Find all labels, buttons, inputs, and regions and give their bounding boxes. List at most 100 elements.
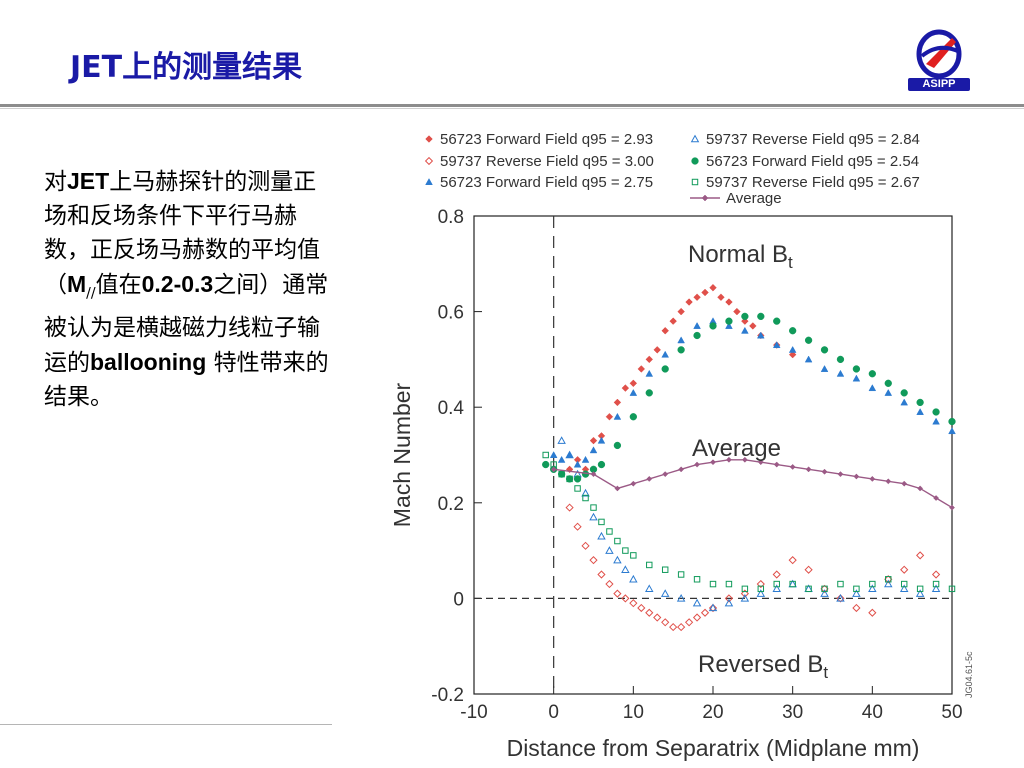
data-point	[605, 579, 614, 589]
data-point	[669, 622, 678, 632]
data-point	[852, 589, 861, 597]
legend-label: 56723 Forward Field q95 = 2.54	[706, 153, 919, 170]
data-point	[772, 570, 781, 579]
data-point	[788, 350, 797, 359]
data-point	[557, 436, 566, 444]
data-point	[948, 417, 956, 426]
header-divider-thin	[0, 108, 1024, 109]
data-point	[653, 346, 661, 354]
data-marks	[542, 283, 956, 632]
data-point	[645, 355, 654, 364]
chart-legend: 56723 Forward Field q95 = 2.93 59737 Reve…	[424, 131, 920, 207]
data-point	[629, 599, 638, 608]
data-point	[621, 384, 630, 392]
series-3	[557, 436, 941, 612]
data-point	[821, 585, 828, 593]
data-point	[931, 584, 941, 593]
x-tick-label: 20	[702, 702, 723, 723]
data-point	[725, 322, 733, 329]
average-annotation: Average	[692, 435, 781, 462]
data-point	[669, 317, 677, 325]
data-point	[581, 455, 590, 463]
data-point	[597, 460, 606, 469]
data-point	[692, 598, 702, 607]
data-point	[868, 384, 877, 392]
x-axis-title: Distance from Separatrix (Midplane mm)	[507, 735, 920, 761]
y-tick-label: -0.2	[431, 685, 464, 706]
data-point	[677, 336, 685, 344]
data-point	[724, 594, 734, 603]
slide-title: JET上的测量结果	[70, 50, 303, 85]
footer-divider	[0, 724, 332, 725]
data-point	[804, 565, 813, 574]
legend-label: 59737 Reverse Field q95 = 2.67	[706, 174, 920, 191]
data-point	[597, 531, 606, 540]
average-point	[933, 495, 940, 501]
y-tick-label: 0.8	[438, 207, 464, 228]
legend-marker	[690, 134, 700, 143]
data-point	[557, 455, 566, 463]
average-point	[614, 485, 621, 492]
data-point	[589, 556, 598, 565]
data-point	[932, 408, 940, 416]
data-point	[931, 570, 941, 579]
series-1	[565, 503, 941, 632]
average-point	[885, 478, 892, 485]
data-point	[660, 589, 670, 597]
average-point	[725, 456, 732, 463]
data-point	[708, 603, 718, 613]
data-point	[948, 427, 956, 435]
data-point	[645, 584, 654, 593]
data-point	[677, 307, 685, 316]
data-point	[677, 346, 685, 354]
average-point	[678, 466, 685, 473]
data-point	[645, 608, 654, 617]
data-point	[852, 603, 861, 613]
data-point	[614, 537, 621, 545]
header-divider	[0, 104, 1024, 107]
reference-lines	[474, 216, 952, 694]
data-point	[756, 579, 765, 589]
data-point	[661, 350, 670, 358]
data-point	[693, 322, 701, 329]
series-5	[542, 451, 956, 593]
legend-marker	[691, 157, 699, 165]
y-tick-label: 0.4	[438, 398, 465, 419]
data-point	[613, 555, 622, 564]
data-point	[613, 589, 622, 598]
data-point	[589, 446, 598, 454]
average-point	[869, 475, 876, 482]
y-tick-label: 0.2	[438, 494, 464, 515]
data-point	[836, 369, 845, 377]
average-point	[821, 468, 828, 475]
data-point	[788, 345, 797, 353]
data-point	[757, 585, 765, 593]
data-point	[629, 388, 638, 396]
data-point	[565, 503, 574, 512]
data-point	[884, 379, 892, 387]
data-point	[741, 585, 749, 593]
series-2	[549, 317, 956, 468]
data-point	[629, 413, 637, 421]
data-point	[836, 355, 845, 364]
legend-label: 59737 Reverse Field q95 = 3.00	[440, 153, 654, 170]
data-point	[820, 365, 829, 372]
data-point	[869, 580, 876, 588]
data-point	[692, 613, 702, 622]
data-point	[837, 580, 844, 588]
series-4	[542, 312, 956, 483]
legend-marker	[425, 135, 433, 143]
normal-bt-annotation: Normal Bt	[688, 241, 793, 272]
average-point	[590, 471, 597, 478]
average-point	[630, 480, 637, 487]
x-tick-label: 30	[782, 702, 803, 723]
data-point	[653, 613, 662, 622]
data-point	[630, 552, 637, 559]
data-point	[900, 398, 909, 406]
data-point	[542, 460, 550, 469]
data-point	[549, 451, 558, 458]
data-point	[853, 585, 860, 593]
data-point	[565, 450, 574, 459]
data-point	[629, 379, 638, 388]
data-point	[637, 603, 646, 613]
